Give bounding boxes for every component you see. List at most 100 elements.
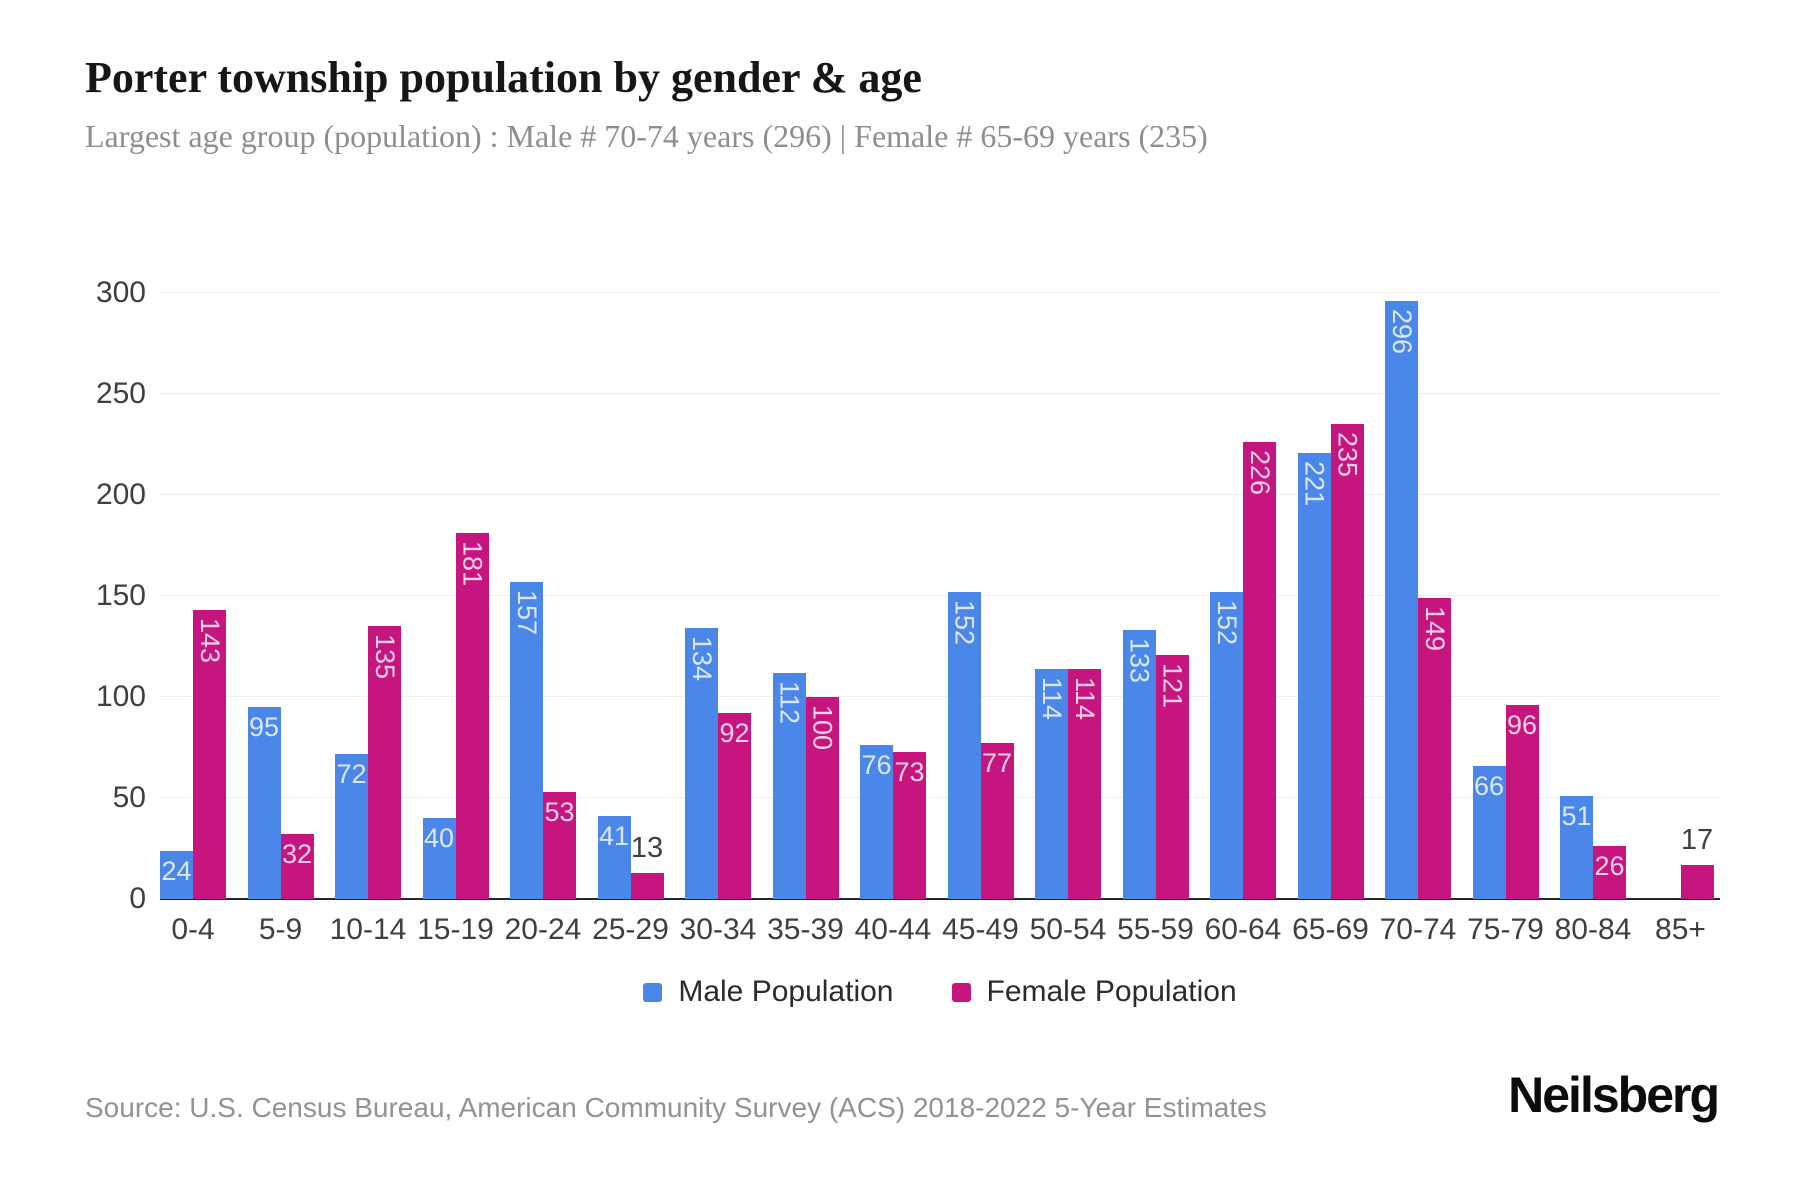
y-axis-tick-label: 50 xyxy=(112,781,146,814)
x-axis-tick-label: 70-74 xyxy=(1379,913,1457,946)
bar-group-65-69: 221 235 65-69 xyxy=(1292,293,1369,946)
bar-value-label: 96 xyxy=(1506,710,1538,741)
bar-value-label: 181 xyxy=(457,541,488,587)
bar-value-label: 112 xyxy=(774,680,805,724)
y-axis-tick-label: 100 xyxy=(95,680,146,713)
bar-group-10-14: 72 135 10-14 xyxy=(330,293,406,946)
x-axis-tick-label: 60-64 xyxy=(1204,913,1282,946)
bar-value-label: 157 xyxy=(512,589,542,635)
bar-male-35-39: 112 xyxy=(772,672,806,899)
x-axis-tick-label: 10-14 xyxy=(329,913,407,946)
bar-value-label: 24 xyxy=(161,855,192,886)
bar-group-25-29: 41 13 25-29 xyxy=(592,293,669,946)
bar-value-label: 92 xyxy=(719,718,750,749)
bar-value-label: 53 xyxy=(544,796,575,827)
y-axis-tick-label: 250 xyxy=(95,377,146,410)
bar-value-label: 26 xyxy=(1594,851,1625,882)
bar-female-45-49: 77 xyxy=(980,743,1014,899)
bar-female-35-39: 100 xyxy=(805,697,839,899)
bar-group-85+: 17 85+ xyxy=(1648,293,1714,946)
bar-value-label: 66 xyxy=(1473,770,1505,801)
bar-value-label: 149 xyxy=(1420,606,1450,652)
bar-male-10-14: 72 xyxy=(335,753,368,899)
bar-value-label: 134 xyxy=(687,636,717,682)
bar-value-label: 77 xyxy=(981,748,1013,779)
bar-value-label: 72 xyxy=(336,758,367,789)
bar-group-20-24: 157 53 20-24 xyxy=(505,293,581,946)
bar-male-50-54: 114 xyxy=(1035,668,1068,899)
bar-female-70-74: 149 xyxy=(1418,598,1451,899)
bar-value-label: 226 xyxy=(1245,450,1275,496)
legend: Male Population Female Population xyxy=(160,975,1720,1009)
bar-value-label: 235 xyxy=(1332,432,1363,478)
bar-value-label: 114 xyxy=(1037,676,1067,720)
bar-male-65-69: 221 xyxy=(1297,452,1331,899)
bar-value-label: 114 xyxy=(1070,676,1100,720)
legend-item-female-population: Female Population xyxy=(951,975,1237,1009)
bar-value-label: 17 xyxy=(1680,823,1714,856)
bar-female-30-34: 92 xyxy=(718,713,751,899)
gridline-150 xyxy=(160,595,1720,596)
x-axis-tick-label: 20-24 xyxy=(504,913,582,946)
x-axis-tick-label: 40-44 xyxy=(854,913,932,946)
bar-female-15-19: 181 xyxy=(455,533,489,899)
bar-group-80-84: 51 26 80-84 xyxy=(1555,293,1631,946)
x-axis-tick-label: 55-59 xyxy=(1117,913,1194,946)
x-axis-tick-label: 85+ xyxy=(1655,913,1706,946)
bar-female-10-14: 135 xyxy=(368,626,401,899)
bar-male-80-84: 51 xyxy=(1560,795,1593,899)
bar-male-0-4: 24 xyxy=(160,850,193,899)
x-axis-tick-label: 25-29 xyxy=(592,913,669,946)
bar-female-85+: 17 xyxy=(1680,824,1714,899)
y-axis-tick-label: 200 xyxy=(95,478,146,511)
gridline-50 xyxy=(160,797,1720,798)
bar-female-5-9: 32 xyxy=(280,834,314,899)
chart-title: Porter township population by gender & a… xyxy=(85,53,922,102)
bar-group-15-19: 40 181 15-19 xyxy=(417,293,494,946)
legend-label: Female Population xyxy=(986,975,1237,1008)
bar-group-5-9: 95 32 5-9 xyxy=(247,293,314,946)
bar-group-70-74: 296 149 70-74 xyxy=(1380,293,1456,946)
bar-group-55-59: 133 121 55-59 xyxy=(1117,293,1194,946)
x-axis-tick-label: 45-49 xyxy=(942,913,1019,946)
bar-value-label: 32 xyxy=(281,839,313,870)
bar-value-label: 135 xyxy=(370,634,400,680)
x-axis-line xyxy=(160,898,1720,900)
bar-value-label: 100 xyxy=(807,705,838,751)
bar-group-45-49: 152 77 45-49 xyxy=(942,293,1019,946)
x-axis-tick-label: 5-9 xyxy=(258,913,303,946)
bar-value-label: 13 xyxy=(630,831,664,864)
bar-female-40-44: 73 xyxy=(893,751,926,899)
bar-male-20-24: 157 xyxy=(510,581,543,899)
y-axis-tick-label: 0 xyxy=(129,882,146,915)
x-axis-tick-label: 30-34 xyxy=(679,913,757,946)
bar-value-label: 95 xyxy=(248,712,280,743)
bar-male-25-29: 41 xyxy=(597,816,631,899)
bar-group-30-34: 134 92 30-34 xyxy=(680,293,756,946)
bar-value-label: 296 xyxy=(1387,309,1417,355)
bar-value-label: 152 xyxy=(1212,599,1242,646)
bar-female-65-69: 235 xyxy=(1330,424,1364,899)
bar-value-label: 121 xyxy=(1157,662,1188,708)
bar-male-55-59: 133 xyxy=(1122,630,1156,899)
x-axis-tick-label: 65-69 xyxy=(1292,913,1369,946)
bar-female-0-4: 143 xyxy=(193,610,226,899)
gridline-300 xyxy=(160,292,1720,293)
bar-male-75-79: 66 xyxy=(1472,765,1506,899)
x-axis-tick-label: 80-84 xyxy=(1554,913,1632,946)
bar-value-label: 51 xyxy=(1561,800,1592,831)
bar-female-60-64: 226 xyxy=(1243,442,1276,899)
bar-male-70-74: 296 xyxy=(1385,301,1418,899)
bar-group-35-39: 112 100 35-39 xyxy=(767,293,844,946)
bar-female-20-24: 53 xyxy=(543,791,576,899)
source-note: Source: U.S. Census Bureau, American Com… xyxy=(85,1092,1267,1123)
bar-male-15-19: 40 xyxy=(422,818,456,899)
bar-value-label: 76 xyxy=(861,750,892,781)
bar-group-60-64: 152 226 60-64 xyxy=(1205,293,1281,946)
legend-item-male-population: Male Population xyxy=(643,975,894,1009)
bar-male-30-34: 134 xyxy=(685,628,718,899)
y-axis-tick-label: 150 xyxy=(95,579,146,612)
x-axis-tick-label: 15-19 xyxy=(417,913,494,946)
bar-value-label: 41 xyxy=(598,821,630,852)
